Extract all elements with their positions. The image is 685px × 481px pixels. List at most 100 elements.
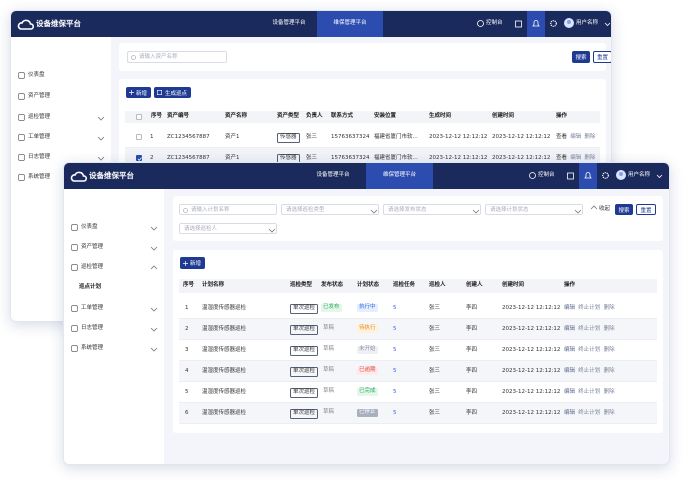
nav-tab[interactable]: 设备管理平台 xyxy=(259,11,319,37)
row-action[interactable]: 终止计划 xyxy=(578,389,601,395)
row-action[interactable]: 删除 xyxy=(584,155,596,161)
filter-select[interactable]: 请选择计划状态 xyxy=(485,204,583,215)
row-action[interactable]: 编辑 xyxy=(570,155,582,161)
nav-tab[interactable]: 设备管理平台 xyxy=(300,163,366,189)
table-cell: 温湿度传感器巡检 xyxy=(202,368,247,374)
table-cell: 3 xyxy=(185,347,189,353)
user-name[interactable]: 用户名称 xyxy=(628,172,651,178)
table-cell: ZC1234567887 xyxy=(167,134,210,140)
row-action[interactable]: 删除 xyxy=(603,326,615,332)
column-header: 负责人 xyxy=(306,113,323,119)
sidebar-item[interactable]: 资产管理 xyxy=(11,91,111,103)
sidebar-item[interactable]: 工单管理 xyxy=(64,303,164,315)
row-action[interactable]: 查看 xyxy=(556,155,568,161)
reset-button[interactable]: 重置 xyxy=(636,204,656,215)
add-button[interactable]: 新增 xyxy=(180,257,205,269)
task-count[interactable]: 5 xyxy=(393,326,397,332)
nav-tab-label: 设备管理平台 xyxy=(316,172,350,178)
row-action[interactable]: 终止计划 xyxy=(578,305,601,311)
plan-status: 未开始 xyxy=(357,345,378,354)
nav-tab[interactable]: 维保管理平台 xyxy=(317,11,383,37)
sidebar-item[interactable]: 仪表盘 xyxy=(11,70,111,82)
console-link[interactable]: 控制台 xyxy=(486,20,503,26)
select-chevron xyxy=(370,209,378,214)
filter-select[interactable]: 请选择巡检人 xyxy=(179,223,277,234)
table-cell: 温湿度传感器巡检 xyxy=(202,410,247,416)
row-action[interactable]: 编辑 xyxy=(564,326,576,332)
row-action[interactable]: 删除 xyxy=(584,134,596,140)
table-header: 序号 计划名称 巡检类型 发布状态 计划状态 巡检任务 巡检人 创建人 创建时间 操作 xyxy=(179,279,657,293)
filter-placeholder: 请选择发布状态 xyxy=(388,206,427,213)
bell-active-bg[interactable] xyxy=(527,11,545,37)
bell-active-bg[interactable] xyxy=(579,163,597,189)
column-header: 序号 xyxy=(183,282,195,288)
collapse-toggle[interactable]: 收起 xyxy=(599,206,611,212)
user-chevron xyxy=(604,22,611,27)
sidebar-item[interactable]: 日志管理 xyxy=(64,323,164,335)
logo-icon xyxy=(70,171,88,182)
row-checkbox[interactable] xyxy=(136,155,142,161)
table-cell: 2023-12-12 12:12:12 xyxy=(502,347,561,353)
table-cell: 1 xyxy=(185,305,189,311)
sidebar-icon xyxy=(18,72,25,79)
publish-status: 草稿 xyxy=(323,325,335,331)
add-button[interactable]: 新增 xyxy=(126,87,151,98)
console-link[interactable]: 控制台 xyxy=(538,172,555,178)
row-action[interactable]: 编辑 xyxy=(564,410,576,416)
row-action[interactable]: 编辑 xyxy=(564,368,576,374)
task-count[interactable]: 5 xyxy=(393,389,397,395)
row-action[interactable]: 终止计划 xyxy=(578,326,601,332)
search-input[interactable]: 请输入资产名称 xyxy=(127,51,227,63)
sidebar-icon xyxy=(71,264,78,271)
search-button[interactable]: 搜索 xyxy=(615,204,633,215)
row-action[interactable]: 终止计划 xyxy=(578,368,601,374)
header-checkbox[interactable] xyxy=(136,114,142,120)
row-action[interactable]: 删除 xyxy=(603,368,615,374)
row-checkbox[interactable] xyxy=(136,134,142,140)
row-action[interactable]: 终止计划 xyxy=(578,347,601,353)
sidebar-chevron xyxy=(150,307,158,312)
filter-select[interactable]: 请选择巡检类型 xyxy=(281,204,379,215)
table-cell: 资产1 xyxy=(225,134,240,140)
sidebar-item[interactable]: 系统管理 xyxy=(64,343,164,355)
row-action[interactable]: 删除 xyxy=(603,410,615,416)
sidebar-item[interactable]: 资产管理 xyxy=(64,242,164,254)
reset-button[interactable]: 重置 xyxy=(593,51,611,63)
column-header: 计划名称 xyxy=(202,282,225,288)
nav-tab[interactable]: 维保管理平台 xyxy=(366,163,433,189)
task-count[interactable]: 5 xyxy=(393,368,397,374)
row-action[interactable]: 删除 xyxy=(603,305,615,311)
sidebar-item[interactable]: 工单管理 xyxy=(11,132,111,144)
type-tag: 单次巡检 xyxy=(290,408,319,419)
sidebar-chevron xyxy=(97,156,105,161)
sidebar-item[interactable]: 巡检管理 xyxy=(11,112,111,124)
row-action[interactable]: 删除 xyxy=(603,389,615,395)
publish-status: 已发布 xyxy=(321,303,342,312)
sidebar-label: 日志管理 xyxy=(28,154,51,160)
table-cell: 2023-12-12 12:12:12 xyxy=(502,389,561,395)
column-header: 创建人 xyxy=(466,282,483,288)
filter-select[interactable]: 请选择发布状态 xyxy=(383,204,481,215)
search-button[interactable]: 搜索 xyxy=(572,51,590,63)
sidebar-icon xyxy=(18,93,25,100)
row-action[interactable]: 终止计划 xyxy=(578,410,601,416)
sidebar-subitem[interactable]: 巡点计划 xyxy=(64,282,164,294)
sidebar-item[interactable]: 巡检管理 xyxy=(64,262,164,274)
row-action[interactable]: 编辑 xyxy=(564,389,576,395)
generate-button[interactable]: 生成巡点 xyxy=(154,87,191,98)
console-icon xyxy=(529,172,536,179)
row-action[interactable]: 编辑 xyxy=(570,134,582,140)
sidebar-chevron xyxy=(150,246,158,251)
task-count[interactable]: 5 xyxy=(393,347,397,353)
task-count[interactable]: 5 xyxy=(393,305,397,311)
sidebar-item[interactable]: 日志管理 xyxy=(11,152,111,164)
sidebar-item[interactable]: 仪表盘 xyxy=(64,222,164,234)
user-name[interactable]: 用户名称 xyxy=(576,20,599,26)
search-input[interactable]: 请输入计划名称 xyxy=(179,204,277,215)
row-action[interactable]: 查看 xyxy=(556,134,568,140)
row-action[interactable]: 编辑 xyxy=(564,347,576,353)
task-count[interactable]: 5 xyxy=(393,410,397,416)
avatar xyxy=(564,18,574,28)
row-action[interactable]: 删除 xyxy=(603,347,615,353)
row-action[interactable]: 编辑 xyxy=(564,305,576,311)
